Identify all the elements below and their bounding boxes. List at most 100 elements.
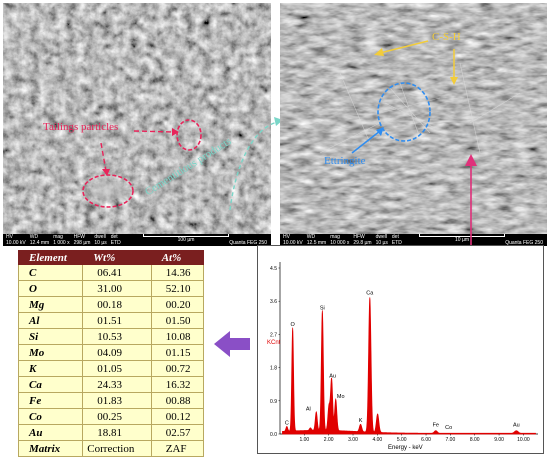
table-header: Wt% [82,250,152,265]
scale-bar-left: 100 µm [141,234,231,243]
table-cell: 00.25 [82,408,152,425]
eds-peak-label: K [359,418,363,424]
eds-peak-label: Ca [366,291,374,297]
table-cell: 02.57 [150,424,205,441]
sem-image-left: Tailings particles Cementitious products… [3,3,271,246]
table-cell: Mg [17,296,84,313]
eds-peak-label: Mo [337,394,345,400]
eds-x-tick-label: 2.00 [324,437,334,443]
table-row: Mo 04.09 01.15 [17,344,205,361]
eds-y-tick-label: 1.8 [270,366,277,372]
table-cell: 00.88 [150,392,205,409]
eds-peak-label: Co [445,425,452,431]
table-cell: 04.09 [82,344,152,361]
table-cell: Ca [17,376,84,393]
table-cell: 10.08 [150,328,205,345]
table-cell: 52.10 [150,280,205,297]
eds-peak-label: O [291,322,296,328]
eds-peak-label: Fe [433,423,439,429]
eds-peak-label: C [285,420,289,426]
table-cell: Si [17,328,84,345]
table-cell: 06.41 [82,264,152,281]
table-cell: Mo [17,344,84,361]
table-row: C 06.41 14.36 [17,264,205,281]
table-cell: 00.20 [150,296,205,313]
table-row: Si 10.53 10.08 [17,328,205,345]
eds-spectrum-chart: C O Mo Al Si Au K Ca Fe Co Au 4.5 3.6 2.7 1.8 0.9 0.0 1.… [267,262,538,451]
eds-spectrum-line [282,297,536,435]
scale-bar-right: 10 µm [417,234,507,243]
eds-x-tick-label: 9.00 [494,437,504,443]
table-cell: ZAF [150,440,205,457]
eds-y-tick-label: 0.9 [270,399,277,405]
tailings-ellipse-small [176,119,202,151]
eds-y-tick-label: 3.6 [270,299,277,305]
table-row: O 31.00 52.10 [17,280,205,297]
element-table: Element Wt% At% C 06.41 14.36 O 31.00 52.10 … [17,250,205,457]
sem-model-right: Quanta FEG 250 [505,240,543,246]
table-cell: 24.33 [82,376,152,393]
table-cell: Al [17,312,84,329]
csh-arrow-left [379,40,429,54]
table-row: Co 00.25 00.12 [17,408,205,425]
sem-info-bar-right: HV WD mag HFW dwell det 10.00 kV 12.5 mm 10 000… [280,234,547,246]
table-cell: Au [17,424,84,441]
sem-texture-left [3,3,271,234]
eds-x-tick-label: 7.00 [446,437,456,443]
table-row: Al 01.51 01.50 [17,312,205,329]
table-cell: 00.18 [82,296,152,313]
eds-x-tick-label: 6.00 [421,437,431,443]
sem-texture-right [280,3,547,234]
eds-ylabel: KCnt [267,340,281,346]
tailings-ellipse-large [82,174,134,208]
table-cell: 01.15 [150,344,205,361]
tailings-label: Tailings particles [43,121,119,133]
table-cell: Fe [17,392,84,409]
tailings-arrow-right [133,130,176,133]
table-cell: O [17,280,84,297]
eds-peak-label: Al [306,407,311,413]
table-cell: 31.00 [82,280,152,297]
table-cell: 18.81 [82,424,152,441]
table-header: At% [150,250,205,265]
table-cell: 01.51 [82,312,152,329]
table-cell: Correction [82,440,152,457]
eds-y-tick-label: 2.7 [270,332,277,338]
table-row: Fe 01.83 00.88 [17,392,205,409]
table-cell: 14.36 [150,264,205,281]
table-row: Au 18.81 02.57 [17,424,205,441]
table-cell: Co [17,408,84,425]
sem-image-right: C-S-H Ettringite HV WD mag HFW dwell det 10.0… [280,3,547,246]
table-row: Mg 00.18 00.20 [17,296,205,313]
table-cell: 16.32 [150,376,205,393]
table-cell: K [17,360,84,377]
table-cell: C [17,264,84,281]
sem-model-left: Quanta FEG 250 [229,240,267,246]
eds-peak-label: Si [320,305,325,311]
table-header: Element [17,250,84,265]
eds-x-tick-label: 10.00 [517,437,530,443]
eds-xlabel: Energy - keV [388,445,423,451]
table-cell: 01.83 [82,392,152,409]
table-row: Ca 24.33 16.32 [17,376,205,393]
table-cell: Matrix [17,440,84,457]
table-cell: 00.72 [150,360,205,377]
table-cell: 10.53 [82,328,152,345]
eds-y-tick-label: 0.0 [270,432,277,438]
ettringite-label: Ettringite [324,155,366,167]
table-cell: 01.50 [150,312,205,329]
table-header-row: Element Wt% At% [17,250,205,265]
eds-x-tick-label: 5.00 [397,437,407,443]
eds-x-tick-label: 1.00 [299,437,309,443]
table-row: Matrix Correction ZAF [17,440,205,457]
eds-x-tick-label: 3.00 [348,437,358,443]
eds-x-tick-label: 4.00 [372,437,382,443]
eds-peak-label: Au [329,374,336,380]
sem-info-bar-left: HV WD mag HFW dwell det 10.00 kV 12.4 mm 1 000 … [3,234,271,246]
eds-x-tick-label: 8.00 [470,437,480,443]
table-cell: 01.05 [82,360,152,377]
table-row: K 01.05 00.72 [17,360,205,377]
tailings-arrow-down [100,142,107,172]
eds-spectrum-panel: C O Mo Al Si Au K Ca Fe Co Au 4.5 3.6 2.7 1.8 0.9 0.0 1.… [257,245,544,454]
purple-arrow-left [214,331,250,357]
